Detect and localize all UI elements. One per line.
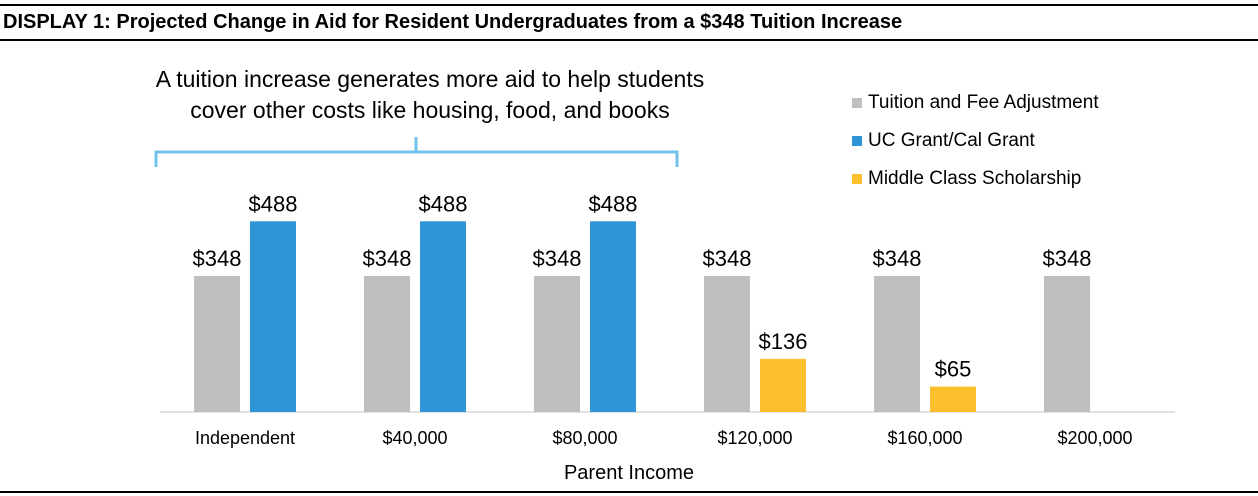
legend: Tuition and Fee Adjustment UC Grant/Cal G…	[852, 84, 1099, 198]
annotation-bracket	[154, 137, 679, 167]
data-label-tuition-and-fee-adjustment-0: $348	[193, 246, 242, 271]
data-label-middle-class-scholarship-4: $65	[935, 357, 972, 382]
annotation: A tuition increase generates more aid to…	[60, 64, 800, 126]
legend-swatch-2	[852, 174, 862, 184]
data-label-middle-class-scholarship-3: $136	[759, 329, 808, 354]
x-tick-label-4: $160,000	[887, 428, 962, 448]
bar-middle-class-scholarship-4	[930, 386, 976, 412]
legend-label-1: UC Grant/Cal Grant	[868, 130, 1035, 151]
legend-label-0: Tuition and Fee Adjustment	[868, 92, 1099, 113]
bottom-rule	[0, 491, 1258, 493]
title-rule	[0, 39, 1258, 41]
legend-item-1: UC Grant/Cal Grant	[852, 122, 1099, 160]
x-axis-title: Parent Income	[563, 462, 695, 484]
bar-uc-grant-cal-grant-1	[420, 221, 466, 412]
legend-item-0: Tuition and Fee Adjustment	[852, 84, 1099, 122]
data-label-uc-grant-cal-grant-0: $488	[249, 191, 298, 216]
x-tick-label-2: $80,000	[552, 428, 617, 448]
legend-item-2: Middle Class Scholarship	[852, 160, 1099, 198]
data-label-tuition-and-fee-adjustment-5: $348	[1043, 246, 1092, 271]
bar-tuition-and-fee-adjustment-2	[534, 276, 580, 412]
bar-uc-grant-cal-grant-0	[250, 221, 296, 412]
annotation-line-1: A tuition increase generates more aid to…	[155, 66, 705, 92]
x-tick-label-3: $120,000	[717, 428, 792, 448]
legend-label-2: Middle Class Scholarship	[868, 168, 1082, 189]
data-label-uc-grant-cal-grant-1: $488	[419, 191, 468, 216]
bar-uc-grant-cal-grant-2	[590, 221, 636, 412]
x-tick-label-0: Independent	[195, 428, 295, 448]
x-tick-label-1: $40,000	[382, 428, 447, 448]
data-label-tuition-and-fee-adjustment-1: $348	[363, 246, 412, 271]
bar-tuition-and-fee-adjustment-5	[1044, 276, 1090, 412]
legend-swatch-1	[852, 136, 862, 146]
bar-tuition-and-fee-adjustment-1	[364, 276, 410, 412]
bar-tuition-and-fee-adjustment-0	[194, 276, 240, 412]
x-tick-label-5: $200,000	[1057, 428, 1132, 448]
data-label-uc-grant-cal-grant-2: $488	[589, 191, 638, 216]
legend-swatch-0	[852, 98, 862, 108]
data-label-tuition-and-fee-adjustment-3: $348	[703, 246, 752, 271]
top-rule	[0, 4, 1258, 6]
bar-middle-class-scholarship-3	[760, 358, 806, 412]
bar-tuition-and-fee-adjustment-3	[704, 276, 750, 412]
data-label-tuition-and-fee-adjustment-2: $348	[533, 246, 582, 271]
annotation-line-2: cover other costs like housing, food, an…	[190, 97, 670, 123]
display-title: DISPLAY 1: Projected Change in Aid for R…	[3, 11, 903, 33]
data-label-tuition-and-fee-adjustment-4: $348	[873, 246, 922, 271]
bar-tuition-and-fee-adjustment-4	[874, 276, 920, 412]
